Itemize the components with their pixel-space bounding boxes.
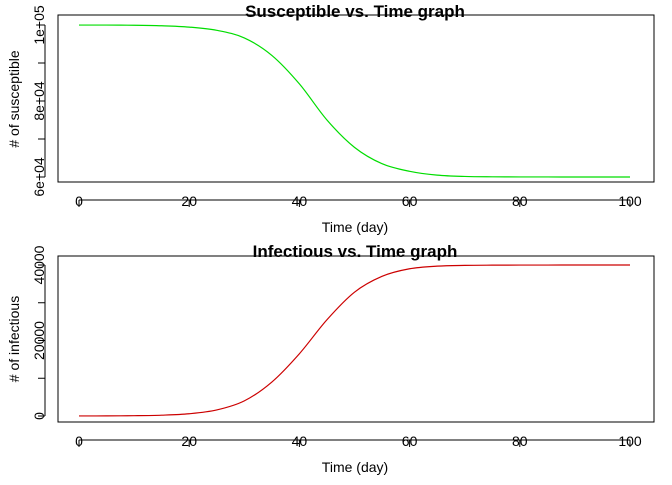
y-tick-label: 6e+04 bbox=[31, 157, 47, 197]
x-tick-label: 0 bbox=[75, 433, 83, 449]
y-tick-label: 20000 bbox=[31, 321, 47, 360]
x-tick-label: 80 bbox=[512, 433, 528, 449]
y-tick-label: 8e+04 bbox=[31, 81, 47, 121]
x-tick-label: 20 bbox=[181, 433, 197, 449]
series-layer bbox=[78, 264, 630, 417]
series-line bbox=[78, 24, 630, 178]
x-tick-label: 100 bbox=[618, 193, 642, 209]
x-axis: 0 20 40 60 80 100 bbox=[75, 433, 642, 449]
y-tick-label: 1e+05 bbox=[31, 5, 47, 45]
series-layer bbox=[78, 24, 630, 178]
x-axis: 0 20 40 60 80 100 bbox=[75, 193, 642, 209]
y-axis-label: # of infectious bbox=[6, 296, 22, 382]
y-axis-label: # of susceptible bbox=[6, 50, 22, 147]
y-tick-label: 40000 bbox=[31, 245, 47, 284]
x-tick-label: 20 bbox=[181, 193, 197, 209]
x-axis-label: Time (day) bbox=[322, 459, 388, 475]
x-tick-label: 60 bbox=[402, 193, 418, 209]
chart-title: Infectious vs. Time graph bbox=[253, 242, 458, 261]
y-axis: 6e+04 8e+04 1e+05 bbox=[31, 5, 47, 197]
plot-frame bbox=[57, 14, 655, 183]
y-tick-label: 0 bbox=[31, 412, 47, 420]
x-tick-label: 100 bbox=[618, 433, 642, 449]
x-tick-label: 40 bbox=[292, 433, 308, 449]
x-tick-label: 0 bbox=[75, 193, 83, 209]
y-axis: 0 20000 40000 bbox=[31, 245, 47, 420]
plot-frame bbox=[57, 255, 655, 423]
infectious-panel: Infectious vs. Time graph Time (day) # o… bbox=[6, 242, 655, 475]
x-tick-label: 60 bbox=[402, 433, 418, 449]
x-axis-label: Time (day) bbox=[322, 219, 388, 235]
susceptible-panel: Susceptible vs. Time graph Time (day) # … bbox=[6, 2, 655, 235]
series-line bbox=[78, 264, 630, 417]
chart-title: Susceptible vs. Time graph bbox=[245, 2, 465, 21]
x-tick-label: 80 bbox=[512, 193, 528, 209]
x-tick-label: 40 bbox=[292, 193, 308, 209]
